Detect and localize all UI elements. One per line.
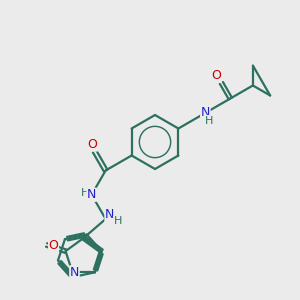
Text: O: O [212, 69, 221, 82]
Text: H: H [80, 188, 89, 198]
Text: N: N [105, 208, 114, 221]
Text: H: H [113, 216, 122, 226]
Text: N: N [201, 106, 210, 119]
Text: O: O [88, 138, 98, 151]
Text: N: N [70, 266, 79, 279]
Text: O: O [49, 239, 58, 252]
Text: N: N [87, 188, 96, 201]
Text: H: H [205, 116, 214, 125]
